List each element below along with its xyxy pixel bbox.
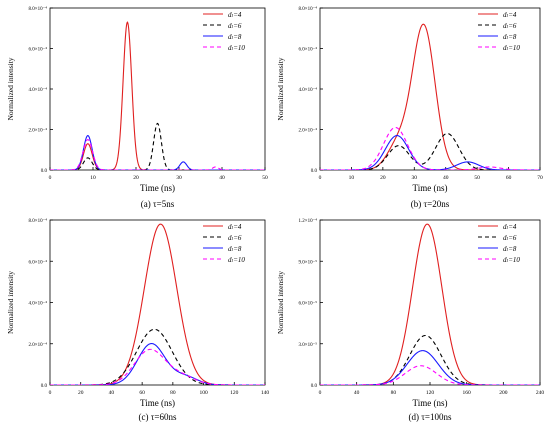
y-tick-label: 3.0×10⁻⁵ (299, 342, 318, 348)
x-tick-label: 20 (133, 175, 139, 181)
y-tick-label: 6.0×10⁻⁵ (299, 301, 318, 307)
series-line-2 (320, 132, 540, 170)
series-line-4 (50, 348, 265, 385)
x-tick-label: 10 (90, 175, 96, 181)
x-axis-label: Time (ns) (140, 398, 175, 408)
x-tick-label: 40 (219, 175, 225, 181)
legend-label: dₗ=4 (228, 223, 242, 231)
legend-label: dₗ=6 (503, 234, 517, 242)
x-tick-label: 30 (176, 175, 182, 181)
x-tick-label: 20 (78, 390, 84, 396)
panel-caption: (c) τ=60ns (139, 412, 177, 422)
panel-caption: (b) τ=20ns (411, 199, 450, 209)
series-line-2 (50, 122, 265, 170)
legend-label: dₗ=10 (503, 44, 520, 52)
y-axis-label: Normalized intensity (276, 271, 285, 334)
series-line-4 (320, 126, 540, 170)
series-line-3 (50, 134, 265, 170)
legend-label: dₗ=4 (228, 11, 242, 19)
x-tick-label: 0 (319, 390, 322, 396)
series-line-3 (50, 343, 265, 385)
x-tick-label: 30 (412, 175, 418, 181)
x-tick-label: 0 (49, 175, 52, 181)
x-tick-label: 0 (319, 175, 322, 181)
y-axis-label: Normalized intensity (276, 57, 285, 120)
y-tick-label: 0.0 (41, 169, 48, 174)
x-tick-label: 40 (109, 390, 115, 396)
x-tick-label: 100 (199, 390, 208, 396)
series-line-4 (320, 365, 540, 385)
legend-label: dₗ=6 (228, 22, 242, 30)
legend-label: dₗ=8 (503, 33, 517, 41)
y-tick-label: 2.0×10⁻⁴ (299, 128, 318, 134)
panel-caption: (d) τ=100ns (409, 412, 452, 422)
chart-panel-2: 0 10 20 30 40 50 60 70 0.0 2.0×10⁻⁴ 4.0×10⁻⁴ 6.0×10… (276, 6, 543, 209)
legend-label: dₗ=6 (503, 22, 517, 30)
x-tick-label: 20 (380, 175, 386, 181)
x-tick-label: 0 (49, 390, 52, 396)
x-tick-label: 120 (230, 390, 239, 396)
y-tick-label: 6.0×10⁻⁴ (299, 47, 318, 53)
chart-panel-3: 0 20 40 60 80 100 120 140 0.0 2.0×10⁻⁴ 4.0×10⁻⁴ 6.0… (6, 218, 269, 422)
chart-panel-1: 0 10 20 30 40 50 0.0 2.0×10⁻⁴ 4.0×10⁻⁴ 6.0×10⁻⁴ 8.… (6, 6, 268, 209)
x-tick-label: 200 (499, 390, 508, 396)
y-tick-label: 4.0×10⁻⁴ (29, 87, 48, 93)
series-line-3 (320, 135, 540, 170)
y-tick-label: 0.0 (311, 169, 318, 174)
x-tick-label: 70 (537, 175, 543, 181)
x-tick-label: 40 (354, 390, 360, 396)
y-tick-label: 0.0 (41, 384, 48, 389)
panel-caption: (a) τ=5ns (141, 199, 175, 209)
series-line-2 (50, 328, 265, 385)
series-line-2 (320, 334, 540, 385)
x-tick-label: 50 (474, 175, 480, 181)
y-tick-label: 4.0×10⁻⁴ (299, 87, 318, 93)
x-tick-label: 60 (139, 390, 145, 396)
y-tick-label: 9.0×10⁻⁵ (299, 259, 318, 265)
series-line-1 (50, 21, 265, 170)
y-tick-label: 2.0×10⁻⁴ (29, 342, 48, 348)
legend-label: dₗ=10 (228, 256, 245, 264)
y-axis-label: Normalized intensity (6, 271, 15, 334)
x-tick-label: 160 (463, 390, 472, 396)
y-tick-label: 6.0×10⁻⁴ (29, 259, 48, 265)
x-tick-label: 60 (506, 175, 512, 181)
x-tick-label: 10 (349, 175, 355, 181)
x-axis-label: Time (ns) (413, 183, 448, 193)
x-axis-label: Time (ns) (413, 398, 448, 408)
y-tick-label: 8.0×10⁻⁴ (299, 6, 318, 12)
x-tick-label: 80 (170, 390, 176, 396)
series-line-3 (320, 350, 540, 385)
legend-label: dₗ=8 (228, 245, 242, 253)
x-tick-label: 50 (262, 175, 268, 181)
y-axis-label: Normalized intensity (6, 57, 15, 120)
series-line-1 (320, 223, 540, 385)
x-tick-label: 240 (536, 390, 545, 396)
y-tick-label: 6.0×10⁻⁴ (29, 47, 48, 53)
y-tick-label: 8.0×10⁻⁴ (29, 218, 48, 224)
x-tick-label: 140 (261, 390, 270, 396)
legend-label: dₗ=8 (228, 33, 242, 41)
y-tick-label: 1.2×10⁻⁴ (299, 218, 318, 224)
legend-label: dₗ=8 (503, 245, 517, 253)
legend-label: dₗ=4 (503, 223, 517, 231)
legend-label: dₗ=4 (503, 11, 517, 19)
y-tick-label: 2.0×10⁻⁴ (29, 128, 48, 134)
x-tick-label: 80 (391, 390, 397, 396)
y-tick-label: 0.0 (311, 384, 318, 389)
chart-panel-4: 0 40 80 120 160 200 240 0.0 3.0×10⁻⁵ 6.0×10⁻⁵ 9.0×… (276, 218, 544, 422)
legend-label: dₗ=10 (228, 44, 245, 52)
legend-label: dₗ=10 (503, 256, 520, 264)
x-axis-label: Time (ns) (140, 183, 175, 193)
legend-label: dₗ=6 (228, 234, 242, 242)
x-tick-label: 120 (426, 390, 435, 396)
y-tick-label: 8.0×10⁻⁴ (29, 6, 48, 12)
x-tick-label: 40 (443, 175, 449, 181)
y-tick-label: 4.0×10⁻⁴ (29, 301, 48, 307)
